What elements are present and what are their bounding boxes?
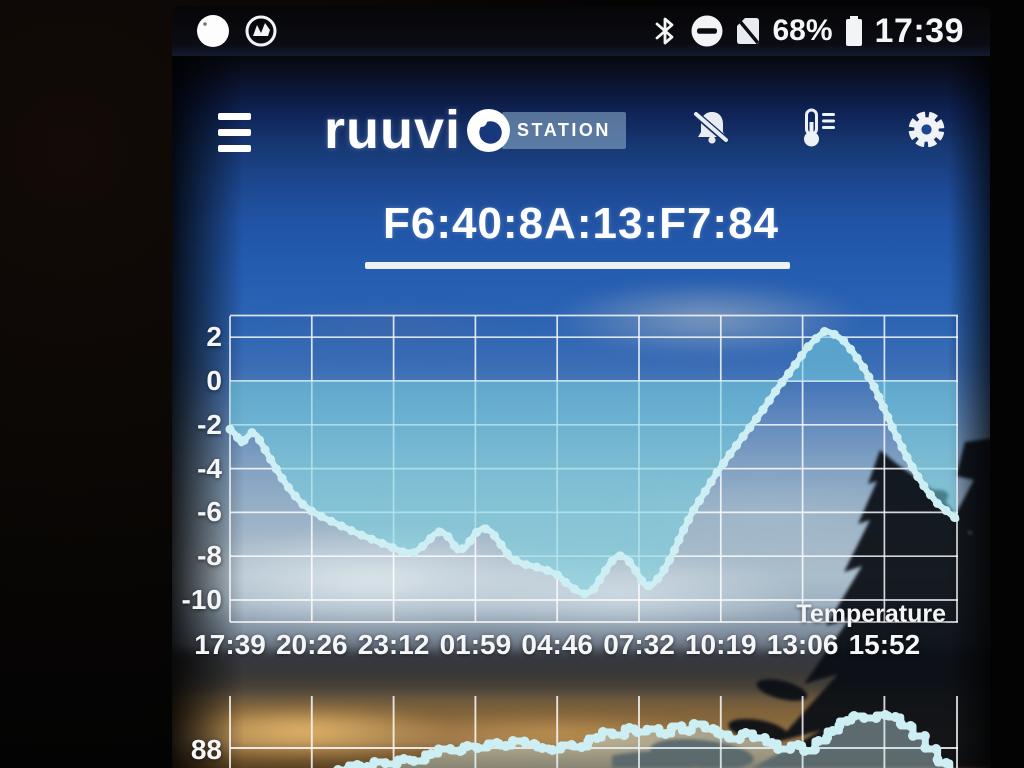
x-tick-label: 15:52 — [848, 629, 921, 660]
ruuvi-station-logo: ruuvi STATION — [324, 102, 626, 158]
pager-indicator — [365, 262, 790, 269]
y-tick-label: 0 — [206, 365, 222, 396]
humidity-y-tick-label: 88 — [190, 734, 222, 765]
cloud-shape — [252, 301, 532, 353]
x-tick-label: 17:39 — [194, 629, 266, 660]
y-tick-label: -4 — [197, 452, 222, 484]
logo-text: ruuvi — [324, 100, 462, 160]
temperature-chart[interactable] — [225, 314, 961, 624]
bluetooth-icon — [656, 17, 674, 45]
x-tick-label: 13:06 — [766, 629, 839, 660]
battery-icon — [845, 16, 862, 46]
x-tick-label: 23:12 — [357, 629, 430, 660]
menu-icon[interactable] — [218, 113, 251, 152]
y-tick-label: -6 — [197, 496, 222, 528]
alarm-muted-bell-icon[interactable] — [690, 106, 734, 150]
x-tick-label: 07:32 — [603, 629, 675, 660]
tablet-screen: 68% 17:39 ruuvi STATION — [172, 6, 990, 768]
sensor-name-title[interactable]: F6:40:8A:13:F7:84 — [382, 199, 780, 248]
x-tick-label: 01:59 — [439, 629, 512, 660]
android-status-bar: 68% 17:39 — [172, 6, 990, 56]
x-tick-label: 04:46 — [521, 629, 593, 660]
thermometer-readings-icon[interactable] — [793, 106, 837, 150]
x-tick-label: 20:26 — [275, 629, 348, 660]
battery-percent: 68% — [772, 14, 833, 47]
y-tick-label: -10 — [181, 584, 222, 615]
y-tick-label: 2 — [206, 321, 222, 353]
do-not-disturb-icon — [691, 15, 723, 47]
settings-gear-icon[interactable] — [903, 106, 950, 153]
sim-missing-icon — [737, 17, 760, 45]
ruuvi-o-logo-icon — [467, 108, 510, 152]
station-badge: STATION — [502, 111, 626, 149]
status-clock: 17:39 — [874, 11, 964, 50]
chart-legend: Temperature — [796, 600, 946, 628]
x-tick-label: 10:19 — [684, 629, 757, 660]
app-toolbar: ruuvi STATION — [172, 102, 990, 166]
y-tick-label: -8 — [197, 540, 222, 572]
notification-dot-icon — [197, 15, 229, 47]
ruuvi-notification-icon — [245, 15, 277, 47]
humidity-chart[interactable] — [229, 691, 958, 768]
y-tick-label: -2 — [197, 408, 222, 440]
